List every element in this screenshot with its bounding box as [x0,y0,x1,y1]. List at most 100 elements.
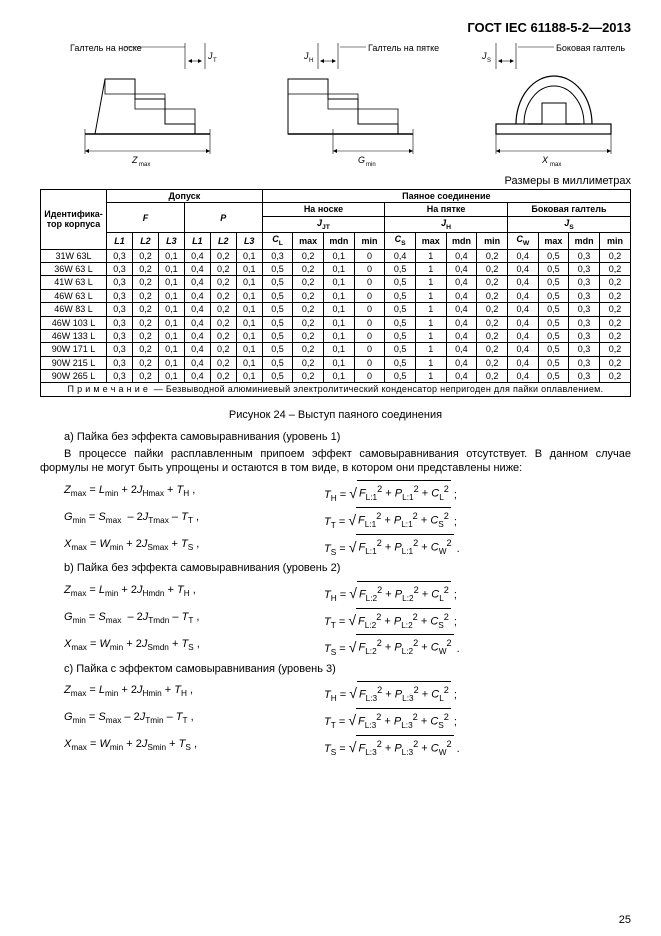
cell: 0,2 [293,276,324,289]
cell: 0,5 [262,343,293,356]
cell: 0,4 [446,356,477,369]
section-a-head: a) Пайка без эффекта самовыравнивания (у… [40,431,631,445]
cell: 0,3 [569,303,600,316]
cell: 0,3 [569,276,600,289]
cell: 0,2 [293,316,324,329]
cell: 0,5 [538,289,569,302]
cell: 0,1 [323,356,354,369]
cell: 1 [415,249,446,262]
row-id: 46W 63 L [41,289,107,302]
cell: 0,3 [107,303,133,316]
th-heel: На пятке [385,203,508,216]
cell: 0,3 [107,356,133,369]
cell: 1 [415,343,446,356]
cell: 0,5 [538,303,569,316]
th-toe: На носке [262,203,385,216]
cell: 0,5 [385,356,416,369]
cell: 0,1 [158,303,184,316]
cell: 0 [354,249,385,262]
th-l1: L1 [107,233,133,250]
cell: 0,2 [132,329,158,342]
cell: 0,2 [477,356,508,369]
cell: 0,2 [210,249,236,262]
th-l2: L2 [132,233,158,250]
th-P: P [184,203,262,233]
cell: 0,1 [158,329,184,342]
cell: 0,4 [184,303,210,316]
cell: 0,5 [262,356,293,369]
cell: 0 [354,276,385,289]
cell: 0,5 [385,289,416,302]
cell: 0,5 [538,249,569,262]
cell: 0,3 [569,316,600,329]
cell: 0,2 [210,369,236,382]
cell: 0,5 [538,316,569,329]
cell: 0,4 [507,343,538,356]
cell: 0,2 [599,289,630,302]
cell: 0,2 [477,289,508,302]
cell: 0,1 [236,303,262,316]
cell: 0,2 [293,356,324,369]
section-c-head: c) Пайка с эффектом самовыравнивания (ур… [40,663,631,677]
cell: 0,2 [293,289,324,302]
cell: 1 [415,276,446,289]
cell: 0,3 [569,329,600,342]
svg-text:H: H [309,58,313,64]
cell: 0,4 [184,316,210,329]
cell: 0,4 [446,329,477,342]
cell: 1 [415,329,446,342]
th-pl1: L1 [184,233,210,250]
row-id: 36W 63 L [41,263,107,276]
cell: 0,5 [385,263,416,276]
cell: 0 [354,343,385,356]
cell: 0,5 [538,329,569,342]
svg-text:max: max [550,162,561,168]
cell: 0,2 [210,329,236,342]
table-row: 90W 171 L0,30,20,10,40,20,10,50,20,100,5… [41,343,631,356]
svg-text:S: S [487,58,491,64]
data-table: Идентифика- тор корпуса Допуск Паяное со… [40,189,631,397]
row-id: 46W 83 L [41,303,107,316]
cell: 0,3 [107,276,133,289]
cell: 0,2 [210,316,236,329]
cell: 0,5 [385,316,416,329]
cell: 0,1 [236,249,262,262]
cell: 0,2 [599,276,630,289]
cell: 1 [415,316,446,329]
cell: 1 [415,289,446,302]
cell: 0,2 [599,249,630,262]
th-mdn3: mdn [569,233,600,250]
cell: 0,5 [262,369,293,382]
table-row: 46W 103 L0,30,20,10,40,20,10,50,20,100,5… [41,316,631,329]
row-id: 41W 63 L [41,276,107,289]
table-row: 31W 63L0,30,20,10,40,20,10,30,20,100,410… [41,249,631,262]
th-allow: Допуск [107,190,263,203]
cell: 0,2 [132,276,158,289]
th-min2: min [477,233,508,250]
cell: 0,2 [210,356,236,369]
cell: 0,2 [599,329,630,342]
th-jt: JJT [262,216,385,233]
cell: 0,1 [158,356,184,369]
cell: 0,3 [107,289,133,302]
cell: 0,4 [507,329,538,342]
cell: 0,3 [262,249,293,262]
cell: 0,3 [107,369,133,382]
cell: 0,4 [446,263,477,276]
table-row: 90W 215 L0,30,20,10,40,20,10,50,20,100,5… [41,356,631,369]
svg-text:X: X [541,155,549,165]
th-max3: max [538,233,569,250]
cell: 0,5 [385,369,416,382]
cell: 0,4 [385,249,416,262]
table-row: 36W 63 L0,30,20,10,40,20,10,50,20,100,51… [41,263,631,276]
cell: 0,2 [132,369,158,382]
th-ident: Идентифика- тор корпуса [41,190,107,250]
cell: 0,5 [262,303,293,316]
cell: 0,3 [569,356,600,369]
label-side: Боковая галтель [556,43,625,53]
th-min1: min [354,233,385,250]
svg-text:min: min [366,162,376,168]
cell: 0,3 [107,329,133,342]
cell: 0,2 [477,303,508,316]
cell: 0 [354,263,385,276]
